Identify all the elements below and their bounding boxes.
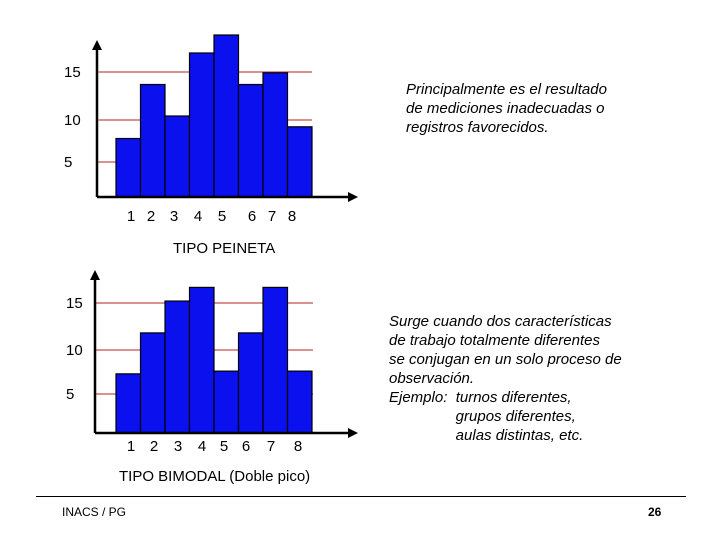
- bar: [286, 370, 313, 434]
- x-tick-label: 2: [147, 208, 155, 225]
- y-tick-label: 5: [66, 386, 74, 403]
- bar: [139, 332, 166, 434]
- y-axis-arrow: [90, 270, 100, 280]
- note-bimodal: Surge cuando dos características de trab…: [389, 313, 622, 444]
- x-tick-label: 5: [220, 438, 228, 455]
- y-tick-label: 15: [64, 64, 81, 81]
- bar: [213, 370, 240, 434]
- x-axis-arrow: [348, 428, 358, 438]
- x-tick-label: 4: [194, 208, 202, 225]
- x-tick-label: 8: [288, 208, 296, 225]
- bar: [188, 286, 215, 434]
- x-tick-label: 3: [174, 438, 182, 455]
- bar: [262, 72, 289, 198]
- bar: [164, 115, 191, 198]
- bar: [286, 126, 313, 198]
- chart-title-bimodal: TIPO BIMODAL (Doble pico): [119, 468, 311, 485]
- bar: [115, 373, 142, 434]
- x-tick-label: 3: [170, 208, 178, 225]
- x-tick-label: 1: [127, 438, 135, 455]
- y-axis-arrow: [92, 40, 102, 50]
- y-tick-label: 10: [66, 342, 83, 359]
- note-peineta: Principalmente es el resultado de medici…: [406, 81, 607, 136]
- y-tick-label: 10: [64, 112, 81, 129]
- bar: [213, 34, 240, 198]
- x-tick-label: 6: [248, 208, 256, 225]
- x-tick-label: 7: [267, 438, 275, 455]
- x-tick-label: 6: [242, 438, 250, 455]
- x-tick-label: 5: [218, 208, 226, 225]
- bar: [164, 300, 191, 434]
- bar: [262, 286, 289, 434]
- x-tick-label: 8: [294, 438, 302, 455]
- x-tick-label: 2: [150, 438, 158, 455]
- footer-label: INACS / PG: [62, 505, 127, 519]
- x-axis-arrow: [348, 192, 358, 202]
- y-tick-label: 5: [64, 154, 72, 171]
- bar: [237, 332, 264, 434]
- bar: [237, 83, 264, 198]
- page-number: 26: [648, 505, 662, 519]
- bar: [139, 83, 166, 198]
- x-tick-label: 7: [268, 208, 276, 225]
- x-tick-label: 1: [127, 208, 135, 225]
- chart-title-peineta: TIPO PEINETA: [173, 240, 276, 257]
- footer-divider: [36, 496, 686, 497]
- y-tick-label: 15: [66, 295, 83, 312]
- x-tick-label: 4: [198, 438, 206, 455]
